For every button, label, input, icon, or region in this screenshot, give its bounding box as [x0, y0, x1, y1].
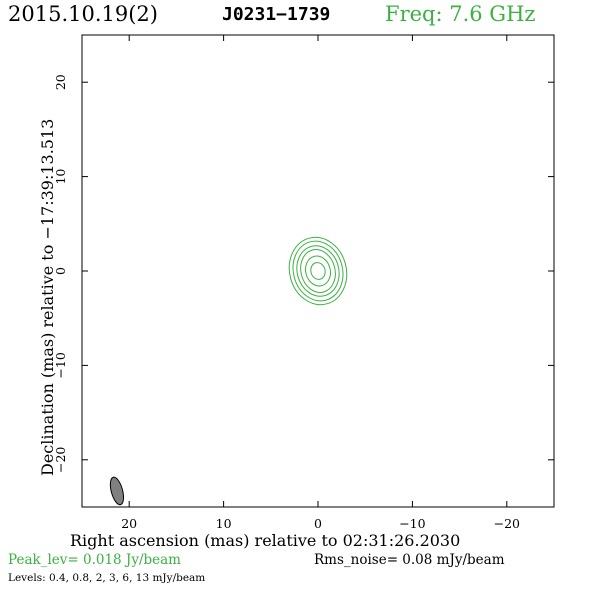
source-name: J0231−1739 [222, 4, 331, 25]
frequency-label: Freq: 7.6 GHz [385, 2, 536, 26]
axis-tick-labels: 20 10 0 −10 −20 20 10 0 −10 −20 [53, 74, 520, 531]
peak-level: Peak_lev= 0.018 Jy/beam [8, 552, 181, 568]
x-tick-label: −20 [494, 516, 520, 531]
contour-levels: Levels: 0.4, 0.8, 2, 3, 6, 13 mJy/beam [8, 572, 206, 584]
x-tick-label: 0 [314, 516, 322, 531]
x-tick-label: −10 [399, 516, 425, 531]
contour-level-0_8 [292, 240, 344, 302]
contour-level-6 [305, 255, 331, 287]
y-axis-label: Declination (mas) relative to −17:39:13.… [38, 118, 57, 476]
contour-level-0_4 [288, 236, 348, 306]
x-tick-label: 20 [121, 516, 137, 531]
y-tick-label: 0 [53, 267, 68, 275]
x-axis-label: Right ascension (mas) relative to 02:31:… [70, 531, 461, 550]
contour-level-3 [300, 249, 336, 293]
beam-ellipse [109, 476, 125, 506]
axis-ticks [82, 35, 554, 507]
y-tick-label: −10 [53, 352, 68, 378]
observation-date: 2015.10.19(2) [8, 2, 158, 26]
source-contours [288, 236, 348, 306]
y-tick-label: −20 [53, 447, 68, 473]
beam-shape [109, 476, 125, 506]
y-tick-label: 10 [53, 169, 68, 185]
contour-level-2 [296, 245, 340, 297]
x-tick-label: 10 [216, 516, 232, 531]
plot-frame [81, 34, 555, 508]
contour-level-13 [310, 262, 326, 280]
rms-noise: Rms_noise= 0.08 mJy/beam [314, 552, 505, 568]
y-tick-label: 20 [53, 74, 68, 90]
